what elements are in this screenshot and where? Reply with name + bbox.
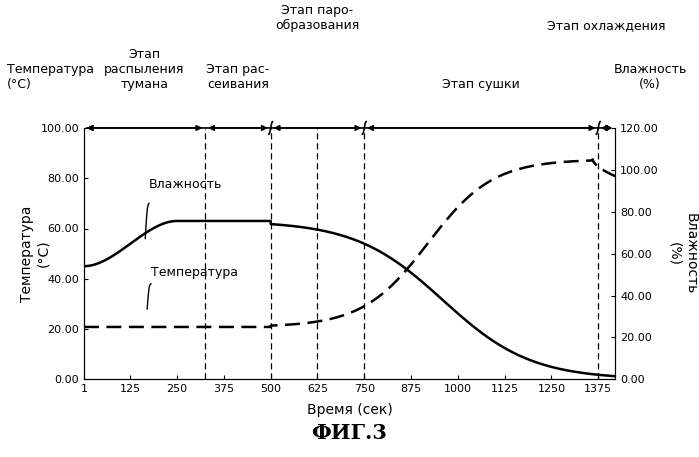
Text: Этап рас-
сеивания: Этап рас- сеивания (206, 64, 269, 91)
Text: Температура: Температура (151, 266, 238, 279)
Text: Влажность
(%): Влажность (%) (614, 64, 686, 91)
Text: Этап охлаждения: Этап охлаждения (547, 19, 665, 32)
Text: Этап паро-
образования: Этап паро- образования (275, 4, 359, 32)
Text: ФИГ.3: ФИГ.3 (312, 423, 387, 443)
Y-axis label: Температура
(°С): Температура (°С) (20, 206, 50, 302)
Text: Температура
(°С): Температура (°С) (7, 64, 94, 91)
X-axis label: Время (сек): Время (сек) (307, 403, 392, 416)
Text: Влажность: Влажность (149, 178, 222, 191)
Text: Этап
распыления
тумана: Этап распыления тумана (104, 48, 185, 91)
Y-axis label: Влажность
(%): Влажность (%) (667, 213, 698, 294)
Text: Этап сушки: Этап сушки (442, 79, 520, 91)
